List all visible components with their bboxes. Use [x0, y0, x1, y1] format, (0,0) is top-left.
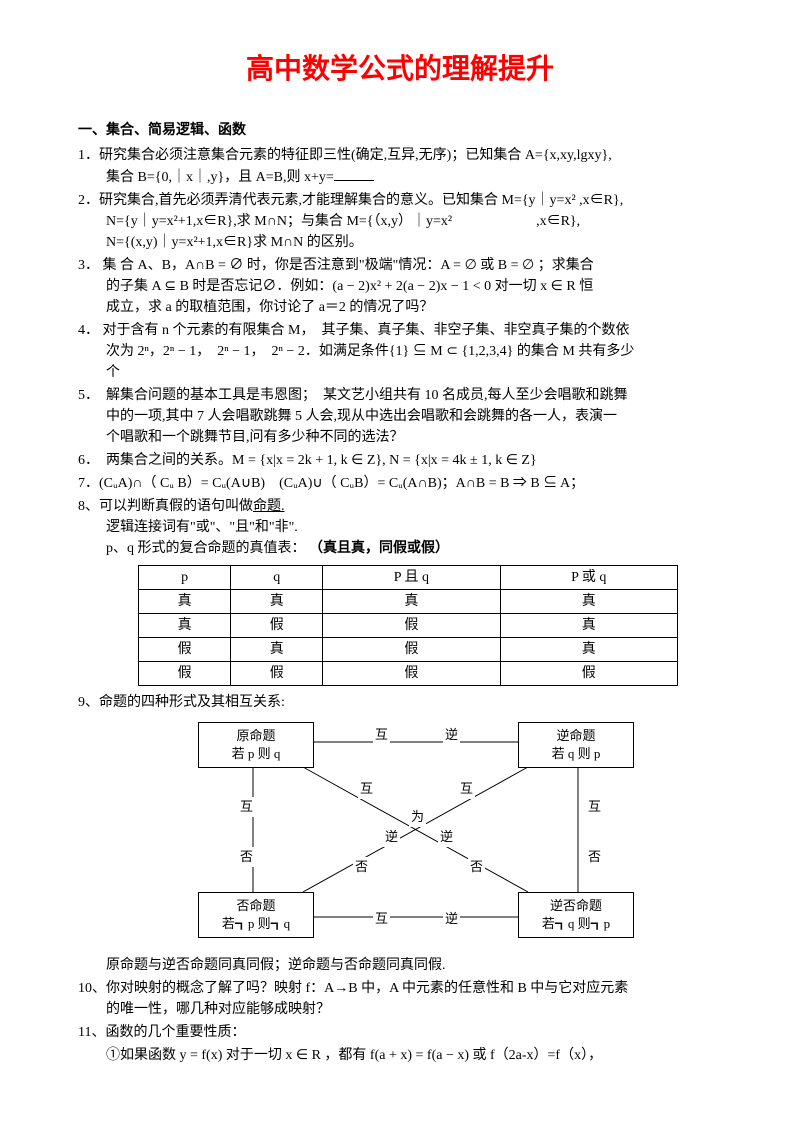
- item-9-end: 原命题与逆否命题同真同假；逆命题与否命题同真同假.: [78, 955, 722, 976]
- item-5: 5． 解集合问题的基本工具是韦恩图； 某文艺小组共有 10 名成员,每人至少会唱…: [78, 385, 722, 448]
- th: P 且 q: [323, 566, 500, 590]
- text: 逆命题: [556, 728, 595, 743]
- item-10: 10、你对映射的概念了解了吗？映射 f：A→B 中，A 中元素的任意性和 B 中…: [78, 978, 722, 1020]
- td: 假: [323, 662, 500, 686]
- box-inverse: 否命题 若┓p 则┓q: [198, 892, 314, 938]
- text: 1．研究集合必须注意集合元素的特征即三性(确定,互异,无序)；已知集合 A={x…: [78, 148, 612, 163]
- text: 若┓q 则┓p: [542, 916, 610, 931]
- td: 真: [231, 590, 323, 614]
- label: 互: [458, 779, 475, 799]
- text: 2．研究集合,首先必须弄清代表元素,才能理解集合的意义。已知集合 M={y｜y=…: [78, 193, 623, 208]
- bold-text: （真且真，同假或假）: [306, 541, 450, 556]
- text: 3． 集 合 A、B，A∩B = ∅ 时，你是否注意到"极端"情况：A = ∅ …: [78, 258, 594, 273]
- text: 若 p 则 q: [232, 746, 281, 761]
- td: 真: [231, 638, 323, 662]
- label: 为: [409, 807, 426, 827]
- td: 真: [323, 590, 500, 614]
- proposition-diagram: 原命题 若 p 则 q 逆命题 若 q 则 p 否命题 若┓p 则┓q 逆否命题…: [198, 717, 638, 947]
- text: 逆否命题: [550, 898, 602, 913]
- text: 10、你对映射的概念了解了吗？映射 f：A→B 中，A 中元素的任意性和 B 中…: [78, 981, 628, 996]
- text: 成立，求 a 的取植范围，你讨论了 a＝2 的情况了吗？: [78, 300, 433, 315]
- th: P 或 q: [500, 566, 677, 590]
- td: 假: [231, 662, 323, 686]
- label: 互: [358, 779, 375, 799]
- item-6: 6． 两集合之间的关系。M = {x|x = 2k + 1, k ∈ Z}, N…: [78, 450, 722, 471]
- label: 否: [238, 847, 255, 867]
- td: 假: [231, 614, 323, 638]
- td: 真: [500, 614, 677, 638]
- item-11-sub1: ①如果函数 y = f(x) 对于一切 x ∈ R ，都有 f(a + x) =…: [78, 1045, 722, 1066]
- label: 互: [586, 797, 603, 817]
- page-title: 高中数学公式的理解提升: [78, 48, 722, 90]
- box-converse: 逆命题 若 q 则 p: [518, 722, 634, 768]
- label: 互: [373, 909, 390, 929]
- label: 否: [468, 857, 485, 877]
- text: 逻辑连接词有"或"、"且"和"非".: [78, 520, 298, 535]
- text: 原命题: [236, 728, 275, 743]
- text: 4． 对于含有 n 个元素的有限集合 M， 其子集、真子集、非空子集、非空真子集…: [78, 323, 629, 338]
- item-1: 1．研究集合必须注意集合元素的特征即三性(确定,互异,无序)；已知集合 A={x…: [78, 145, 722, 188]
- truth-table: p q P 且 q P 或 q 真 真 真 真 真 假 假 真 假 真 假 真 …: [138, 565, 678, 686]
- box-original: 原命题 若 p 则 q: [198, 722, 314, 768]
- label: 逆: [443, 725, 460, 745]
- label: 否: [586, 847, 603, 867]
- td: 真: [139, 590, 231, 614]
- item-7: 7．(CᵤA)∩（ Cᵤ B）= Cᵤ(A∪B) (CᵤA)∪（ CᵤB）= C…: [78, 473, 722, 494]
- text: N={(x,y)｜y=x²+1,x∈R}求 M∩N 的区别。: [78, 235, 363, 250]
- item-2: 2．研究集合,首先必须弄清代表元素,才能理解集合的意义。已知集合 M={y｜y=…: [78, 190, 722, 253]
- label: 否: [353, 857, 370, 877]
- td: 假: [139, 662, 231, 686]
- td: 真: [500, 638, 677, 662]
- td: 真: [139, 614, 231, 638]
- th: p: [139, 566, 231, 590]
- underline-text: 命题.: [253, 499, 285, 514]
- label: 互: [373, 725, 390, 745]
- text: p、q 形式的复合命题的真值表：: [78, 541, 306, 556]
- blank-line: [334, 166, 374, 181]
- item-4: 4． 对于含有 n 个元素的有限集合 M， 其子集、真子集、非空子集、非空真子集…: [78, 320, 722, 383]
- text: 的唯一性，哪几种对应能够成映射？: [78, 1002, 330, 1017]
- text: 个: [78, 365, 120, 380]
- td: 假: [139, 638, 231, 662]
- td: 假: [323, 614, 500, 638]
- text: 个唱歌和一个跳舞节目,问有多少种不同的选法？: [78, 430, 404, 445]
- td: 真: [500, 590, 677, 614]
- section-heading: 一、集合、简易逻辑、函数: [78, 120, 722, 141]
- td: 假: [323, 638, 500, 662]
- item-11: 11、函数的几个重要性质：: [78, 1022, 722, 1043]
- text: 若┓p 则┓q: [222, 916, 290, 931]
- box-contrapositive: 逆否命题 若┓q 则┓p: [518, 892, 634, 938]
- item-9: 9、命题的四种形式及其相互关系:: [78, 692, 722, 713]
- label: 逆: [438, 827, 455, 847]
- text: 中的一项,其中 7 人会唱歌跳舞 5 人会,现从中选出会唱歌和会跳舞的各一人，表…: [78, 409, 617, 424]
- text: 次为 2ⁿ，2ⁿ − 1， 2ⁿ − 1， 2ⁿ − 2．如满足条件{1} ⊆ …: [78, 344, 634, 359]
- item-8: 8、可以判断真假的语句叫做命题. 逻辑连接词有"或"、"且"和"非". p、q …: [78, 496, 722, 559]
- th: q: [231, 566, 323, 590]
- td: 假: [500, 662, 677, 686]
- label: 逆: [443, 909, 460, 929]
- label: 逆: [383, 827, 400, 847]
- text: 8、可以判断真假的语句叫做: [78, 499, 253, 514]
- text: 集合 B={0,｜x｜,y}，且 A=B,则 x+y=: [78, 170, 334, 185]
- text: 若 q 则 p: [552, 746, 601, 761]
- text: N={y｜y=x²+1,x∈R},求 M∩N；与集合 M={（x,y）｜y=x²…: [78, 214, 580, 229]
- text: 5． 解集合问题的基本工具是韦恩图； 某文艺小组共有 10 名成员,每人至少会唱…: [78, 388, 628, 403]
- text: 否命题: [236, 898, 275, 913]
- item-3: 3． 集 合 A、B，A∩B = ∅ 时，你是否注意到"极端"情况：A = ∅ …: [78, 255, 722, 318]
- label: 互: [238, 797, 255, 817]
- text: 的子集 A ⊆ B 时是否忘记∅．例如：(a − 2)x² + 2(a − 2)…: [78, 279, 593, 294]
